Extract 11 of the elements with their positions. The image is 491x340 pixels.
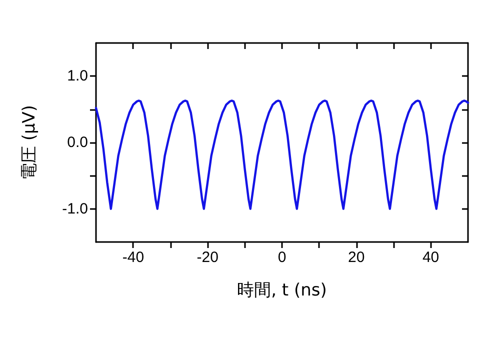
x-axis-title: 時間, t (ns): [237, 280, 327, 300]
y-tick-label: -1.0: [62, 200, 88, 218]
x-tick-label: 40: [422, 249, 440, 266]
x-tick-label: 20: [348, 249, 365, 266]
x-tick-label: 0: [278, 249, 286, 266]
line-series: [94, 100, 470, 210]
x-tick-label: -40: [122, 249, 144, 266]
y-tick-label: 1.0: [67, 68, 88, 85]
x-tick-label: -20: [196, 249, 218, 266]
y-axis-title: 電圧 (μV): [20, 104, 40, 180]
y-tick-label: 0.0: [67, 134, 88, 151]
